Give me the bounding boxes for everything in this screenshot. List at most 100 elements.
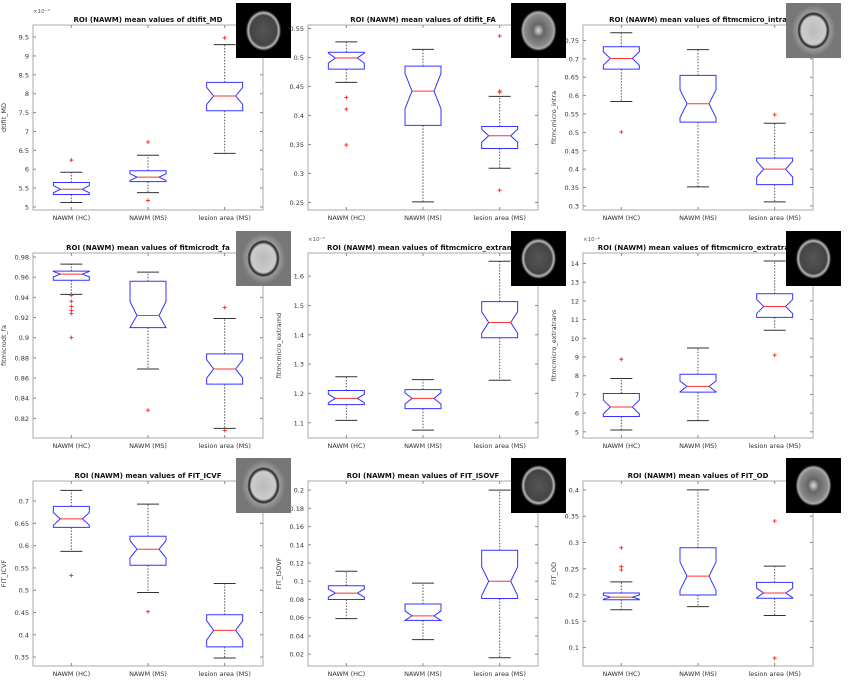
notched-box — [206, 353, 244, 385]
y-tick-label: 9 — [25, 52, 29, 60]
notched-box — [481, 549, 519, 600]
notched-box — [756, 293, 794, 318]
outlier-marker — [497, 34, 502, 39]
y-axis-label: fitmicrodt_fa — [0, 325, 8, 366]
y-axis-label: dtifit_MD — [0, 103, 8, 132]
y-tick-label: 0.06 — [290, 614, 304, 622]
y-tick-label: 8 — [575, 372, 579, 380]
y-tick-label: 5 — [25, 203, 29, 211]
y-tick-label: 0.35 — [15, 654, 29, 662]
y-tick-label: 9.5 — [19, 34, 29, 42]
boxplot-panel: 0.35 0.4 0.45 0.5 0.55 0.6 0.65 0.7 NAWM (HC) NAW… — [0, 472, 264, 678]
plot-area — [307, 480, 539, 667]
notched-box — [206, 614, 244, 648]
y-tick-label: 0.45 — [290, 83, 304, 91]
y-tick-label: 9 — [575, 354, 579, 362]
brain-mri-thumbnail — [236, 3, 291, 58]
y-tick-label: 5.5 — [19, 185, 29, 193]
x-tick-label: lesion area (MS) — [748, 670, 801, 678]
boxplot-panel: 1.1 1.2 1.3 1.4 1.5 1.6 NAWM (HC) NAWM (MS) lesi… — [275, 236, 539, 450]
notched-box — [481, 125, 519, 150]
y-axis-label: fitmcmicro_extramd — [275, 313, 283, 378]
y-tick-label: 0.86 — [15, 375, 29, 383]
chart-title: ROI (NAWM) mean values of fitmicrodt_fa — [66, 244, 230, 252]
notched-box — [756, 581, 794, 599]
boxplot-panel: 5 5.5 6 6.5 7 7.5 8 8.5 9 9.5 NAWM (HC) NAWM (MS) le… — [0, 8, 264, 222]
box-0 — [602, 545, 640, 611]
y-tick-label: 1.6 — [294, 273, 304, 281]
chart-title: ROI (NAWM) mean values of fitmcmicro_ext… — [598, 244, 798, 252]
y-tick-label: 0.98 — [15, 254, 29, 262]
x-tick-label: lesion area (MS) — [748, 214, 801, 222]
y-axis-label: fitmcmicro_intra — [550, 91, 558, 144]
y-tick-label: 0.84 — [15, 395, 29, 403]
chart-title: ROI (NAWM) mean values of fitmcmicro_int… — [609, 16, 787, 24]
outlier-marker — [344, 107, 349, 112]
x-tick-label: NAWM (MS) — [679, 442, 717, 450]
y-tick-label: 0.08 — [290, 596, 304, 604]
notched-box — [52, 505, 90, 528]
y-tick-label: 0.45 — [15, 609, 29, 617]
outlier-marker — [69, 158, 74, 163]
y-tick-label: 0.5 — [19, 587, 29, 595]
y-tick-label: 0.14 — [290, 541, 304, 549]
notched-box — [52, 181, 90, 196]
y-tick-label: 0.45 — [565, 147, 579, 155]
y-tick-label: 7.5 — [19, 109, 29, 117]
notched-box — [404, 389, 442, 410]
y-tick-label: 7 — [575, 391, 579, 399]
box-2 — [481, 34, 519, 193]
box-1 — [129, 271, 167, 413]
outlier-marker — [69, 299, 74, 304]
notched-box — [206, 81, 244, 112]
x-tick-label: NAWM (HC) — [53, 442, 91, 450]
notched-box — [129, 280, 167, 329]
y-tick-label: 1.2 — [294, 390, 304, 398]
boxplot-panel: 5 6 7 8 9 10 11 12 13 14 NAWM (HC) NAWM (MS) lesion … — [550, 236, 814, 450]
chart-title: ROI (NAWM) mean values of FIT_OD — [628, 472, 769, 480]
x-tick-label: lesion area (MS) — [473, 670, 526, 678]
outlier-marker — [222, 305, 227, 310]
x-tick-label: NAWM (HC) — [603, 442, 641, 450]
y-tick-label: 0.04 — [290, 632, 304, 640]
y-tick-label: 8.5 — [19, 71, 29, 79]
outlier-marker — [146, 609, 150, 614]
outlier-marker — [344, 95, 349, 100]
boxplot-panel: 0.1 0.15 0.2 0.25 0.3 0.35 0.4 NAWM (HC) NAWM (M… — [550, 472, 814, 678]
outlier-marker — [146, 408, 150, 413]
box-1 — [403, 582, 443, 641]
outlier-marker — [146, 198, 150, 203]
y-tick-label: 0.55 — [290, 25, 304, 33]
outlier-marker — [344, 143, 349, 148]
x-tick-label: NAWM (MS) — [404, 442, 442, 450]
y-tick-label: 0.96 — [15, 274, 29, 282]
y-tick-label: 0.18 — [290, 505, 304, 513]
y-tick-label: 0.15 — [565, 618, 579, 626]
box-1 — [679, 347, 717, 422]
y-tick-label: 0.75 — [565, 37, 579, 45]
notched-box — [404, 65, 442, 126]
y-axis-label: FIT_ISOVF — [275, 557, 283, 589]
x-tick-label: NAWM (MS) — [129, 442, 167, 450]
y-tick-label: 6 — [25, 166, 29, 174]
notched-box — [679, 74, 717, 123]
notched-box — [481, 301, 519, 339]
outlier-marker — [222, 428, 227, 433]
y-tick-label: 0.88 — [15, 354, 29, 362]
y-tick-label: 0.4 — [294, 112, 304, 120]
notched-box — [679, 373, 717, 393]
y-tick-label: 0.35 — [565, 184, 579, 192]
y-tick-label: 0.55 — [565, 111, 579, 119]
y-tick-label: 0.5 — [294, 54, 304, 62]
y-tick-label: 1.4 — [294, 331, 304, 339]
x-tick-label: lesion area (MS) — [473, 214, 526, 222]
y-tick-label: 5 — [575, 428, 579, 436]
y-tick-label: 0.9 — [19, 334, 29, 342]
box-0 — [52, 489, 90, 578]
x-tick-label: NAWM (MS) — [679, 214, 717, 222]
outlier-marker — [69, 293, 74, 298]
x-tick-label: lesion area (MS) — [748, 442, 801, 450]
box-2 — [206, 583, 244, 659]
notched-box — [52, 270, 90, 281]
y-tick-label: 7 — [25, 128, 29, 136]
